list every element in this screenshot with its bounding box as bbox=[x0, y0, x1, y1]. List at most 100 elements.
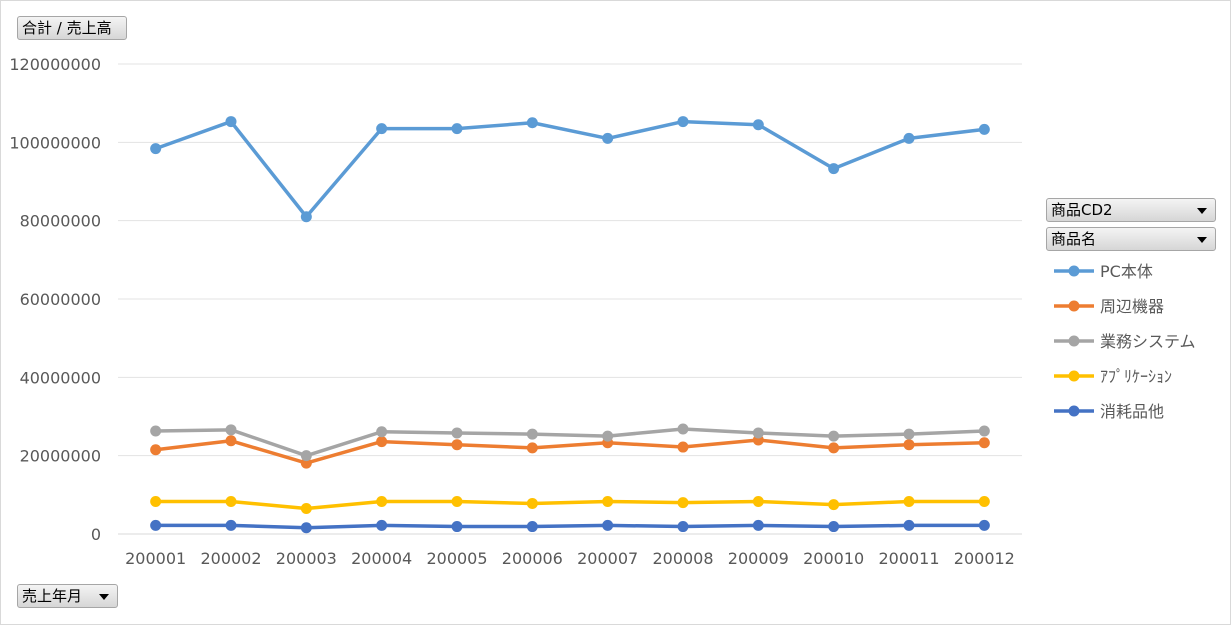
data-point[interactable] bbox=[677, 441, 689, 453]
dropdown-arrow-icon[interactable] bbox=[1197, 237, 1207, 243]
data-point[interactable] bbox=[300, 503, 312, 515]
data-point[interactable] bbox=[225, 116, 237, 128]
data-point[interactable] bbox=[828, 442, 840, 454]
data-point[interactable] bbox=[376, 426, 388, 438]
data-point[interactable] bbox=[451, 521, 463, 533]
data-point[interactable] bbox=[526, 442, 538, 454]
data-point[interactable] bbox=[602, 132, 614, 144]
legend-item[interactable]: 周辺機器 bbox=[1054, 297, 1164, 316]
data-point[interactable] bbox=[451, 123, 463, 135]
data-point[interactable] bbox=[752, 427, 764, 439]
data-point[interactable] bbox=[376, 519, 388, 531]
data-point[interactable] bbox=[903, 519, 915, 531]
data-point[interactable] bbox=[526, 497, 538, 509]
data-point[interactable] bbox=[526, 117, 538, 129]
data-point[interactable] bbox=[828, 521, 840, 533]
data-point[interactable] bbox=[526, 521, 538, 533]
data-point[interactable] bbox=[225, 495, 237, 507]
legend-item[interactable]: 業務システム bbox=[1054, 332, 1196, 351]
data-point[interactable] bbox=[225, 519, 237, 531]
data-point[interactable] bbox=[150, 425, 162, 437]
data-point[interactable] bbox=[602, 430, 614, 442]
x-tick-label: 200011 bbox=[878, 549, 939, 568]
x-tick-label: 200009 bbox=[728, 549, 789, 568]
series-line bbox=[155, 438, 985, 465]
data-point[interactable] bbox=[376, 123, 388, 135]
x-tick-label: 200006 bbox=[502, 549, 563, 568]
data-point[interactable] bbox=[526, 428, 538, 440]
data-point[interactable] bbox=[300, 450, 312, 462]
legend-label: 業務システム bbox=[1100, 332, 1196, 351]
data-point[interactable] bbox=[677, 521, 689, 533]
legend-label: 消耗品他 bbox=[1100, 402, 1164, 421]
data-point[interactable] bbox=[903, 439, 915, 451]
series-0 bbox=[150, 116, 990, 223]
dropdown-arrow-icon[interactable] bbox=[99, 594, 109, 600]
legend-point-marker bbox=[1068, 265, 1080, 277]
legend-point-marker bbox=[1068, 300, 1080, 312]
legend-item[interactable]: ｱﾌﾟﾘｹｰｼｮﾝ bbox=[1054, 367, 1172, 386]
data-point[interactable] bbox=[828, 499, 840, 511]
data-point[interactable] bbox=[978, 425, 990, 437]
data-point[interactable] bbox=[752, 119, 764, 131]
legend-label: 周辺機器 bbox=[1100, 297, 1164, 316]
x-tick-label: 200003 bbox=[276, 549, 337, 568]
x-tick-label: 200005 bbox=[426, 549, 487, 568]
legend-field-button-product-cd2[interactable]: 商品CD2 bbox=[1046, 198, 1216, 222]
legend-field-label: 商品名 bbox=[1051, 230, 1097, 248]
legend-item[interactable]: 消耗品他 bbox=[1054, 402, 1164, 421]
data-point[interactable] bbox=[150, 444, 162, 456]
data-point[interactable] bbox=[752, 495, 764, 507]
data-point[interactable] bbox=[677, 116, 689, 128]
data-point[interactable] bbox=[978, 123, 990, 135]
series-1 bbox=[150, 434, 990, 469]
data-point[interactable] bbox=[978, 519, 990, 531]
data-point[interactable] bbox=[978, 495, 990, 507]
dropdown-arrow-icon[interactable] bbox=[1197, 208, 1207, 214]
legend-point-marker bbox=[1068, 335, 1080, 347]
data-point[interactable] bbox=[903, 132, 915, 144]
y-tick-label: 80000000 bbox=[20, 212, 101, 231]
data-point[interactable] bbox=[225, 424, 237, 436]
legend-field-button-product-name[interactable]: 商品名 bbox=[1046, 227, 1216, 251]
x-axis-ticks: 200001 200002 200003 200004 200005 200006 2000… bbox=[125, 549, 1015, 568]
data-point[interactable] bbox=[602, 495, 614, 507]
x-tick-label: 200012 bbox=[954, 549, 1015, 568]
data-point[interactable] bbox=[828, 430, 840, 442]
data-point[interactable] bbox=[903, 495, 915, 507]
data-point[interactable] bbox=[828, 163, 840, 175]
data-point[interactable] bbox=[150, 143, 162, 155]
series-lines bbox=[150, 116, 990, 534]
legend-item[interactable]: PC本体 bbox=[1054, 262, 1153, 281]
data-point[interactable] bbox=[451, 439, 463, 451]
series-line bbox=[155, 523, 985, 530]
data-point[interactable] bbox=[376, 495, 388, 507]
y-tick-label: 120000000 bbox=[9, 55, 101, 74]
data-point[interactable] bbox=[451, 427, 463, 439]
data-point[interactable] bbox=[150, 495, 162, 507]
y-tick-label: 60000000 bbox=[20, 290, 101, 309]
data-point[interactable] bbox=[978, 437, 990, 449]
y-tick-label: 0 bbox=[91, 525, 101, 544]
data-point[interactable] bbox=[677, 423, 689, 435]
data-point[interactable] bbox=[677, 497, 689, 509]
series-line bbox=[155, 499, 985, 511]
series-4 bbox=[150, 519, 990, 534]
data-point[interactable] bbox=[451, 495, 463, 507]
data-point[interactable] bbox=[300, 522, 312, 534]
legend-label: PC本体 bbox=[1100, 262, 1153, 281]
data-point[interactable] bbox=[752, 519, 764, 531]
legend-point-marker bbox=[1068, 370, 1080, 382]
axis-field-button-sales-month[interactable]: 売上年月 bbox=[17, 584, 118, 608]
data-point[interactable] bbox=[602, 519, 614, 531]
gridlines bbox=[118, 63, 1022, 535]
data-point[interactable] bbox=[300, 211, 312, 223]
data-point[interactable] bbox=[150, 519, 162, 531]
data-point[interactable] bbox=[225, 435, 237, 447]
value-field-button[interactable]: 合計 / 売上高 bbox=[17, 16, 127, 40]
data-point[interactable] bbox=[903, 428, 915, 440]
data-point[interactable] bbox=[376, 436, 388, 448]
value-field-label: 合計 / 売上高 bbox=[22, 19, 112, 37]
